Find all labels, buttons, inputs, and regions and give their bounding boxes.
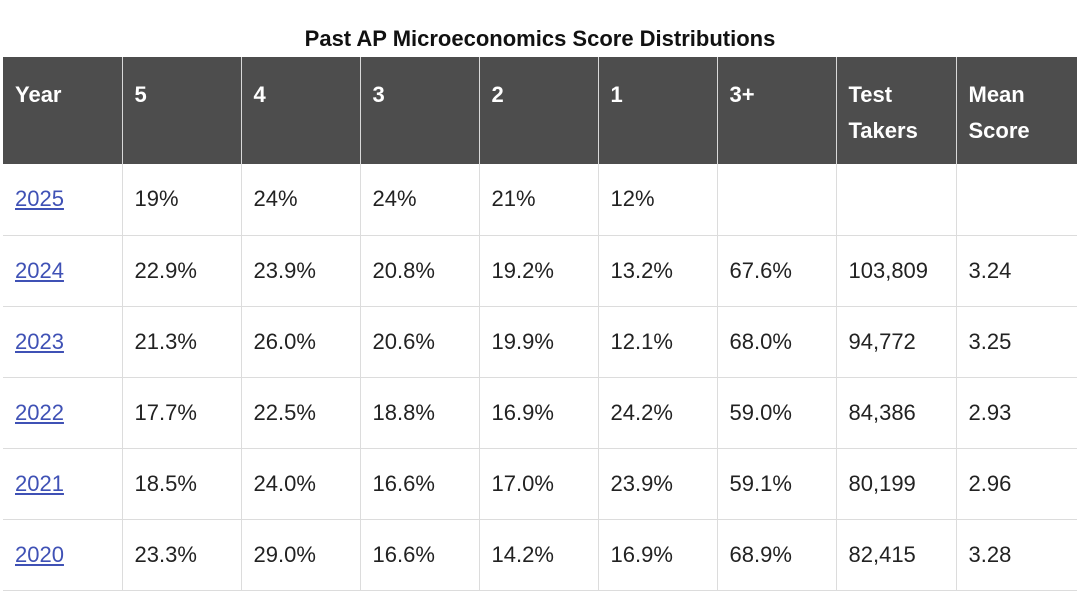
cell-mean-score: 2.96 (955, 448, 1077, 520)
cell-score-3-plus: 68.9% (716, 519, 836, 591)
cell-score-1: 12% (597, 164, 717, 236)
cell-score-1: 23.9% (597, 448, 717, 520)
cell-year: 2023 (3, 306, 122, 378)
cell-score-3: 16.6% (359, 448, 479, 520)
cell-score-2: 17.0% (478, 448, 598, 520)
cell-score-3-plus (716, 164, 836, 236)
header-score-3-plus: 3+ (716, 57, 836, 164)
year-link-2025[interactable]: 2025 (15, 186, 64, 212)
table-row: 2022 17.7% 22.5% 18.8% 16.9% 24.2% 59.0%… (3, 377, 1077, 449)
cell-score-4: 23.9% (240, 235, 360, 307)
cell-score-2: 19.2% (478, 235, 598, 307)
header-year: Year (15, 82, 62, 107)
cell-score-2: 21% (478, 164, 598, 236)
header-test-takers: Test Takers (835, 57, 956, 164)
cell-mean-score: 3.25 (955, 306, 1077, 378)
score-distribution-table: Year 5 4 3 2 1 3+ Test Takers Mean Score 2… (3, 57, 1077, 591)
table-row: 2021 18.5% 24.0% 16.6% 17.0% 23.9% 59.1%… (3, 448, 1077, 520)
cell-year: 2025 (3, 164, 122, 236)
cell-score-1: 16.9% (597, 519, 717, 591)
header-mean-score: Mean Score (955, 57, 1077, 164)
cell-score-4: 24% (240, 164, 360, 236)
cell-year: 2020 (3, 519, 122, 591)
cell-test-takers: 80,199 (835, 448, 956, 520)
cell-score-2: 14.2% (478, 519, 598, 591)
cell-score-2: 19.9% (478, 306, 598, 378)
cell-year: 2024 (3, 235, 122, 307)
cell-test-takers: 103,809 (835, 235, 956, 307)
cell-score-4: 29.0% (240, 519, 360, 591)
cell-mean-score: 2.93 (955, 377, 1077, 449)
table-row: 2023 21.3% 26.0% 20.6% 19.9% 12.1% 68.0%… (3, 306, 1077, 378)
table-header-row: Year 5 4 3 2 1 3+ Test Takers Mean Score (3, 57, 1077, 164)
year-link-2022[interactable]: 2022 (15, 399, 64, 425)
header-score-5: 5 (121, 57, 241, 164)
cell-mean-score: 3.24 (955, 235, 1077, 307)
header-score-1: 1 (597, 57, 717, 164)
cell-score-1: 24.2% (597, 377, 717, 449)
cell-test-takers: 94,772 (835, 306, 956, 378)
year-link-2020[interactable]: 2020 (15, 541, 64, 567)
table-caption: Past AP Microeconomics Score Distributio… (304, 26, 776, 51)
cell-score-3: 20.8% (359, 235, 479, 307)
cell-test-takers: 84,386 (835, 377, 956, 449)
table-row: 2020 23.3% 29.0% 16.6% 14.2% 16.9% 68.9%… (3, 519, 1077, 591)
cell-score-5: 22.9% (121, 235, 241, 307)
cell-score-4: 26.0% (240, 306, 360, 378)
year-link-2024[interactable]: 2024 (15, 257, 64, 283)
cell-mean-score: 3.28 (955, 519, 1077, 591)
table-row: 2025 19% 24% 24% 21% 12% (3, 164, 1077, 236)
header-score-4: 4 (240, 57, 360, 164)
cell-score-5: 17.7% (121, 377, 241, 449)
cell-score-4: 22.5% (240, 377, 360, 449)
cell-score-3: 16.6% (359, 519, 479, 591)
cell-score-3-plus: 67.6% (716, 235, 836, 307)
cell-score-3-plus: 59.1% (716, 448, 836, 520)
cell-score-2: 16.9% (478, 377, 598, 449)
cell-score-1: 13.2% (597, 235, 717, 307)
cell-score-5: 21.3% (121, 306, 241, 378)
cell-score-3: 18.8% (359, 377, 479, 449)
cell-score-1: 12.1% (597, 306, 717, 378)
year-link-2021[interactable]: 2021 (15, 470, 64, 496)
cell-year: 2021 (3, 448, 122, 520)
cell-score-5: 23.3% (121, 519, 241, 591)
cell-score-3: 20.6% (359, 306, 479, 378)
cell-test-takers: 82,415 (835, 519, 956, 591)
table-row: 2024 22.9% 23.9% 20.8% 19.2% 13.2% 67.6%… (3, 235, 1077, 307)
cell-score-5: 18.5% (121, 448, 241, 520)
cell-year: 2022 (3, 377, 122, 449)
cell-test-takers (835, 164, 956, 236)
cell-score-3-plus: 68.0% (716, 306, 836, 378)
cell-score-5: 19% (121, 164, 241, 236)
header-score-2: 2 (478, 57, 598, 164)
cell-score-3-plus: 59.0% (716, 377, 836, 449)
year-link-2023[interactable]: 2023 (15, 328, 64, 354)
cell-score-4: 24.0% (240, 448, 360, 520)
cell-score-3: 24% (359, 164, 479, 236)
cell-mean-score (955, 164, 1077, 236)
header-score-3: 3 (359, 57, 479, 164)
